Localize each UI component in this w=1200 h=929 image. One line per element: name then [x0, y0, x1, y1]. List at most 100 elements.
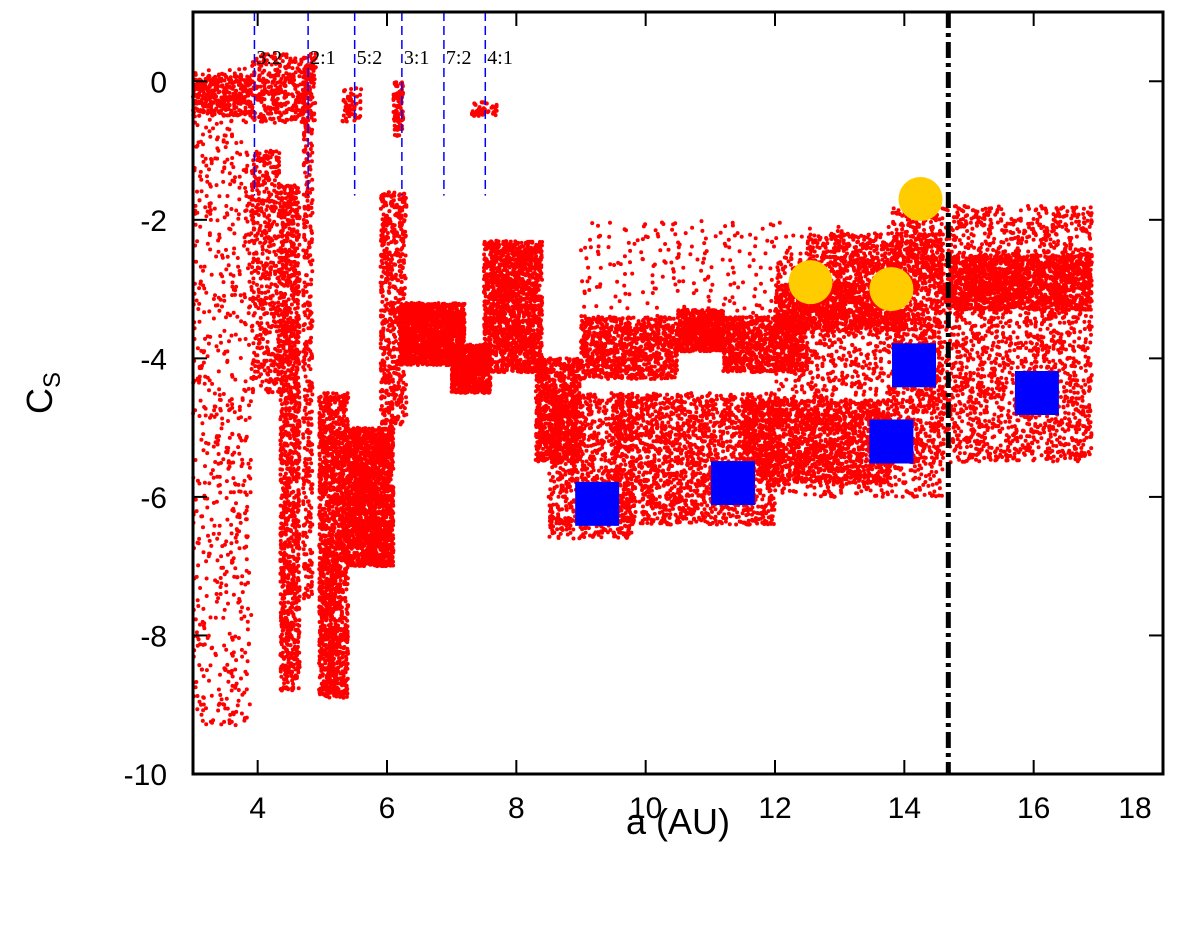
scatter-point	[207, 481, 211, 485]
scatter-point	[205, 180, 209, 184]
scatter-point	[220, 417, 224, 421]
scatter-point	[223, 94, 227, 98]
scatter-point	[211, 468, 215, 472]
scatter-point	[239, 581, 243, 585]
scatter-point	[281, 486, 285, 490]
scatter-point	[209, 82, 213, 86]
scatter-point	[267, 156, 271, 160]
scatter-point	[199, 349, 203, 353]
scatter-point	[258, 323, 262, 327]
scatter-point	[205, 577, 209, 581]
scatter-point	[236, 95, 240, 99]
scatter-point	[262, 159, 266, 163]
scatter-point	[207, 342, 211, 346]
scatter-point	[247, 462, 251, 466]
scatter-point	[269, 206, 273, 210]
scatter-point	[279, 454, 283, 458]
scatter-point	[201, 708, 205, 712]
scatter-point	[213, 156, 217, 160]
scatter-point	[229, 523, 233, 527]
scatter-point	[252, 290, 256, 294]
scatter-point	[240, 299, 244, 303]
scatter-point	[228, 182, 232, 186]
scatter-point	[247, 642, 251, 646]
scatter-point	[249, 613, 253, 617]
scatter-point	[276, 377, 280, 381]
scatter-point	[255, 283, 259, 287]
scatter-point	[297, 624, 301, 628]
scatter-point	[215, 146, 219, 150]
scatter-point	[250, 367, 254, 371]
scatter-point	[205, 506, 209, 510]
scatter-point	[225, 88, 229, 92]
scatter-point	[206, 242, 210, 246]
scatter-point	[274, 149, 278, 153]
scatter-point	[238, 186, 242, 190]
scatter-point	[229, 97, 233, 101]
scatter-point	[230, 402, 234, 406]
scatter-point	[233, 410, 237, 414]
scatter-point	[196, 598, 200, 602]
scatter-point	[217, 194, 221, 198]
scatter-point	[251, 203, 255, 207]
scatter-point	[214, 255, 218, 259]
scatter-point	[199, 399, 203, 403]
scatter-point	[246, 627, 250, 631]
scatter-point	[261, 202, 265, 206]
scatter-point	[221, 180, 225, 184]
scatter-point	[244, 190, 248, 194]
scatter-point	[256, 294, 260, 298]
scatter-point	[242, 388, 246, 392]
scatter-point	[257, 190, 261, 194]
scatter-point	[227, 461, 231, 465]
scatter-point	[208, 335, 212, 339]
scatter-point	[286, 284, 290, 288]
scatter-point	[226, 602, 230, 606]
scatter-point	[257, 157, 261, 161]
scatter-point	[248, 280, 252, 284]
scatter-point	[205, 451, 209, 455]
scatter-point	[239, 293, 243, 297]
scatter-point	[256, 306, 260, 310]
scatter-point	[219, 461, 223, 465]
scatter-point	[210, 694, 214, 698]
scatter-point	[208, 118, 212, 122]
scatter-point	[195, 239, 199, 243]
scatter-point	[254, 269, 258, 273]
scatter-point	[198, 174, 202, 178]
scatter-point	[228, 399, 232, 403]
scatter-point	[243, 186, 247, 190]
scatter-point	[222, 644, 226, 648]
scatter-point	[243, 235, 247, 239]
scatter-point	[257, 266, 261, 270]
scatter-point	[246, 659, 250, 663]
scatter-point	[213, 404, 217, 408]
scatter-point	[266, 349, 270, 353]
scatter-point	[242, 118, 246, 122]
scatter-point	[240, 439, 244, 443]
scatter-point	[252, 257, 256, 261]
scatter-point	[274, 190, 278, 194]
scatter-point	[272, 359, 276, 363]
scatter-point	[225, 127, 229, 131]
scatter-point	[195, 707, 199, 711]
scatter-point	[274, 306, 278, 310]
scatter-point	[216, 558, 220, 562]
scatter-point	[226, 255, 230, 259]
scatter-point	[196, 479, 200, 483]
scatter-point	[215, 122, 219, 126]
scatter-point	[234, 501, 238, 505]
scatter-point	[197, 114, 201, 118]
scatter-point	[261, 252, 265, 256]
scatter-point	[232, 451, 236, 455]
scatter-point	[264, 174, 268, 178]
scatter-point	[199, 265, 203, 269]
scatter-point	[260, 299, 264, 303]
scatter-point	[258, 341, 262, 345]
scatter-point	[263, 291, 267, 295]
scatter-point	[236, 703, 240, 707]
scatter-point	[250, 239, 254, 243]
scatter-point	[267, 237, 271, 241]
scatter-point	[223, 160, 227, 164]
scatter-point	[248, 466, 252, 470]
